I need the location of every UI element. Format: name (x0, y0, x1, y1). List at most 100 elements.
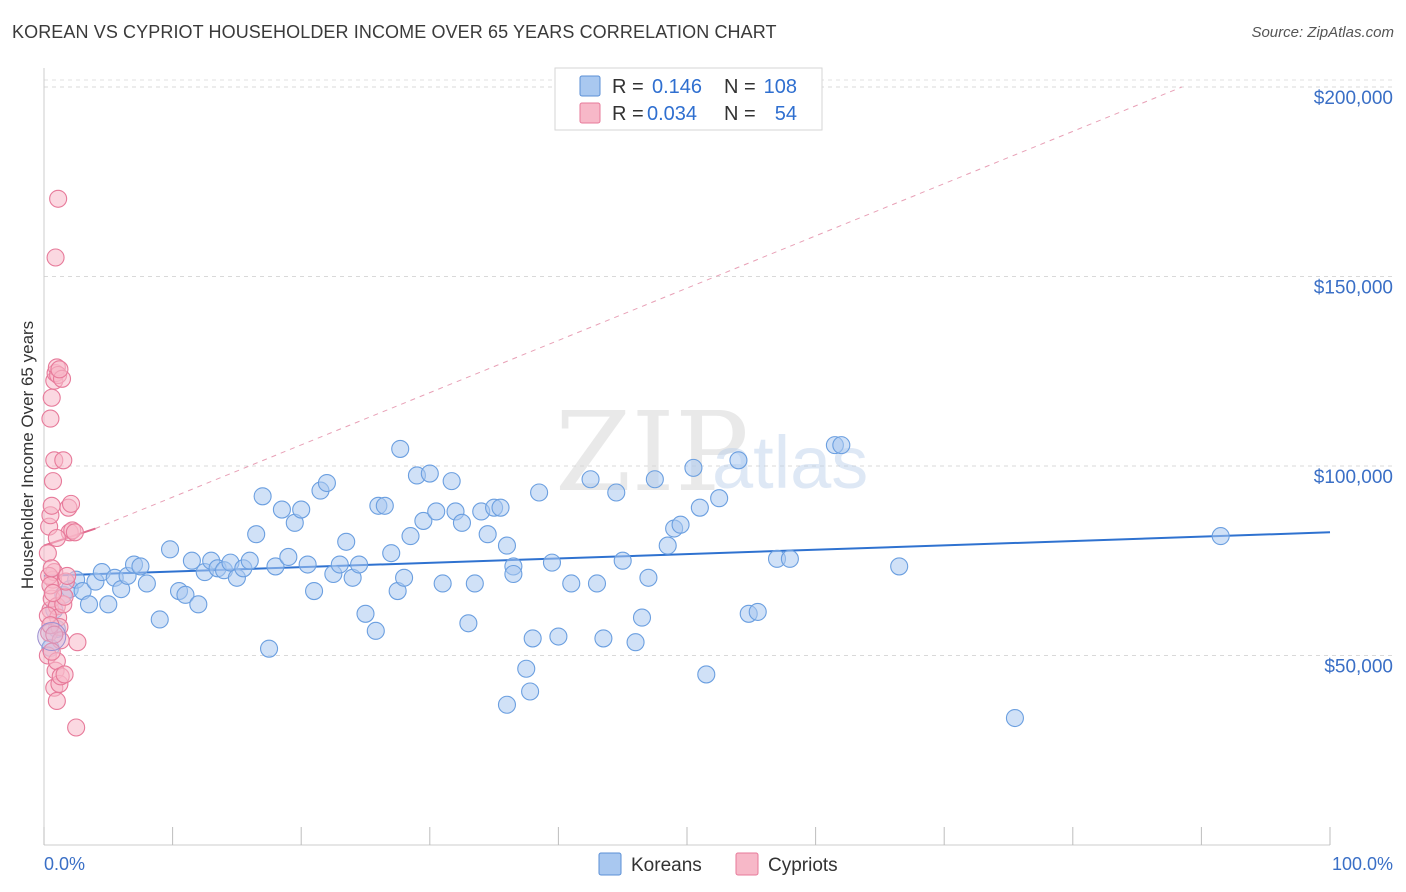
bottom-legend: Koreans Cypriots (598, 852, 838, 876)
point-koreans (607, 483, 626, 502)
legend-r-value-cypriots: 0.034 (647, 103, 697, 125)
point-koreans (542, 553, 562, 572)
point-cypriots (68, 633, 87, 652)
point-koreans (160, 540, 180, 559)
point-cypriots (55, 665, 74, 684)
point-koreans (253, 487, 272, 506)
point-koreans (99, 595, 118, 614)
legend-r-label-koreans: R = (612, 76, 644, 98)
chart-title: KOREAN VS CYPRIOT HOUSEHOLDER INCOME OVE… (12, 22, 777, 42)
point-koreans (1211, 527, 1230, 546)
legend-r-value-koreans: 0.146 (652, 76, 702, 98)
point-koreans (292, 500, 311, 519)
point-cypriots (61, 494, 81, 513)
point-koreans (497, 536, 517, 555)
point-koreans (330, 555, 349, 574)
point-koreans (391, 439, 410, 458)
point-koreans (395, 568, 414, 587)
point-koreans (639, 568, 658, 587)
y-tick-label: $50,000 (1324, 656, 1393, 677)
point-koreans (356, 604, 375, 623)
point-cypriots (47, 691, 66, 711)
point-koreans (150, 610, 169, 629)
legend-swatch-koreans (579, 75, 601, 97)
y-tick-label: $100,000 (1314, 467, 1393, 488)
point-koreans (658, 536, 677, 555)
point-koreans (587, 574, 607, 593)
point-koreans (517, 659, 536, 678)
point-koreans (832, 436, 851, 455)
point-koreans (645, 470, 664, 489)
point-koreans (375, 496, 394, 515)
point-cypriots (65, 523, 84, 542)
point-cypriots (42, 388, 61, 407)
point-koreans (632, 608, 652, 627)
y-tick-label: $200,000 (1314, 88, 1393, 109)
legend-n-value-koreans: 108 (764, 76, 797, 98)
point-koreans (491, 498, 510, 517)
point-cypriots (42, 559, 61, 578)
point-koreans (581, 470, 600, 489)
legend-swatch-cypriots (579, 102, 601, 124)
point-koreans (465, 574, 484, 593)
point-koreans (131, 557, 150, 576)
x-tick-label-max: 100.0% (1332, 854, 1393, 874)
point-koreans (684, 458, 703, 477)
point-koreans (401, 527, 420, 546)
point-koreans (189, 595, 208, 614)
point-koreans (305, 582, 324, 601)
legend-n-label-cypriots: N = (724, 103, 756, 125)
point-cypriots (47, 528, 66, 548)
point-koreans (427, 502, 446, 521)
point-cypriots (38, 544, 57, 563)
source-label: Source: ZipAtlas.com (1251, 24, 1394, 41)
point-koreans (452, 513, 472, 532)
point-cypriots (45, 625, 64, 644)
point-koreans (240, 551, 259, 570)
point-koreans (1005, 708, 1024, 728)
point-koreans (279, 547, 298, 566)
point-koreans (442, 472, 461, 491)
point-koreans (433, 574, 452, 593)
point-cypriots (46, 248, 65, 267)
point-koreans (549, 627, 568, 646)
point-koreans (671, 515, 690, 534)
x-tick-label-min: 0.0% (44, 854, 85, 874)
point-cypriots (67, 718, 86, 737)
point-koreans (613, 551, 632, 570)
point-koreans (690, 498, 709, 517)
legend-n-value-cypriots: 54 (775, 103, 797, 125)
point-cypriots (49, 189, 68, 208)
point-koreans (626, 633, 645, 652)
bottom-legend-label-koreans[interactable]: Koreans (631, 855, 702, 876)
point-koreans (272, 500, 291, 519)
point-koreans (780, 549, 799, 568)
point-cypriots (43, 583, 63, 602)
point-koreans (497, 695, 517, 714)
point-koreans (259, 639, 279, 658)
bottom-legend-label-cypriots[interactable]: Cypriots (768, 855, 838, 876)
point-koreans (247, 525, 266, 544)
y-tick-label: $150,000 (1314, 277, 1393, 298)
point-koreans (337, 532, 356, 551)
bottom-legend-swatch-cypriots[interactable] (735, 852, 759, 876)
point-koreans (182, 551, 201, 570)
point-koreans (697, 665, 716, 684)
point-koreans (710, 489, 729, 508)
bottom-legend-swatch-koreans[interactable] (598, 852, 622, 876)
point-cypriots (50, 360, 69, 379)
data-points (37, 189, 1230, 737)
point-koreans (459, 614, 478, 633)
point-cluster (37, 622, 67, 652)
point-koreans (366, 621, 385, 640)
point-koreans (79, 595, 99, 614)
legend-box: R = 0.146 N = 108 R = 0.034 N = 54 (554, 67, 823, 131)
point-cypriots (58, 566, 77, 585)
point-koreans (414, 511, 433, 530)
point-koreans (748, 602, 767, 621)
point-koreans (729, 451, 748, 470)
point-cypriots (54, 451, 73, 470)
point-koreans (420, 464, 439, 483)
y-axis-label: Householder Income Over 65 years (18, 321, 37, 589)
